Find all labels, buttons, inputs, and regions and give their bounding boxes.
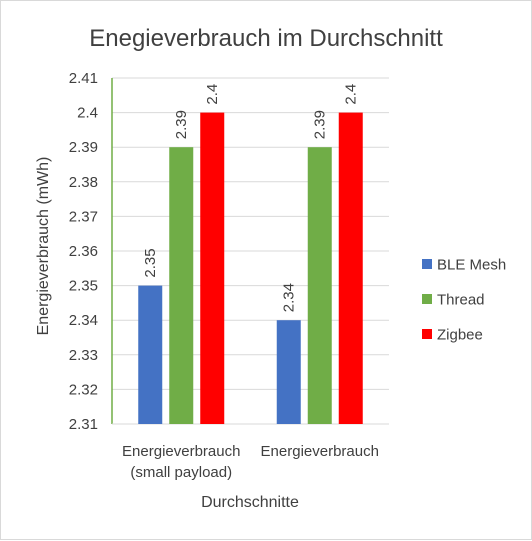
y-axis-ticks: 2.31 2.32 2.33 2.34 2.35 2.36 2.37 2.38 2.39 2.4 2… (69, 70, 98, 433)
bar-thread (307, 147, 332, 424)
data-label: 2.4 (343, 84, 360, 105)
y-tick-label: 2.41 (69, 70, 98, 87)
x-tick-label: Energieverbrauch (261, 443, 379, 460)
data-label: 2.39 (312, 110, 329, 139)
bars (138, 112, 363, 424)
data-label: 2.4 (204, 84, 221, 105)
data-label: 2.34 (281, 283, 298, 312)
y-tick-label: 2.39 (69, 139, 98, 156)
x-tick-label: Energieverbrauch (122, 443, 240, 460)
data-labels: 2.35 2.39 2.4 2.34 2.39 2.4 (142, 84, 360, 312)
y-tick-label: 2.35 (69, 278, 98, 295)
legend-swatch (422, 294, 432, 304)
legend-label: Thread (437, 292, 485, 309)
bar-thread (169, 147, 194, 424)
y-tick-label: 2.38 (69, 174, 98, 191)
y-tick-label: 2.4 (77, 105, 98, 122)
x-axis-ticks: Energieverbrauch (small payload) Energieve… (122, 443, 379, 481)
x-axis-title: Durchschnitte (201, 494, 299, 511)
y-tick-label: 2.31 (69, 416, 98, 433)
x-tick-label: (small payload) (130, 464, 232, 481)
y-tick-label: 2.37 (69, 208, 98, 225)
y-tick-label: 2.32 (69, 381, 98, 398)
legend-swatch (422, 259, 432, 269)
y-tick-label: 2.33 (69, 347, 98, 364)
y-tick-label: 2.36 (69, 243, 98, 260)
legend-label: Zigbee (437, 327, 483, 344)
data-label: 2.39 (173, 110, 190, 139)
bar-zigbee (200, 112, 225, 424)
data-label: 2.35 (142, 248, 159, 277)
legend: BLE Mesh Thread Zigbee (422, 257, 506, 344)
legend-label: BLE Mesh (437, 257, 506, 274)
bar-ble-mesh (138, 285, 163, 424)
legend-swatch (422, 329, 432, 339)
y-axis-title: Energieverbrauch (mWh) (35, 157, 52, 336)
chart-title: Enegieverbrauch im Durchschnitt (89, 25, 443, 52)
bar-zigbee (338, 112, 363, 424)
bar-ble-mesh (276, 320, 301, 424)
y-tick-label: 2.34 (69, 312, 98, 329)
